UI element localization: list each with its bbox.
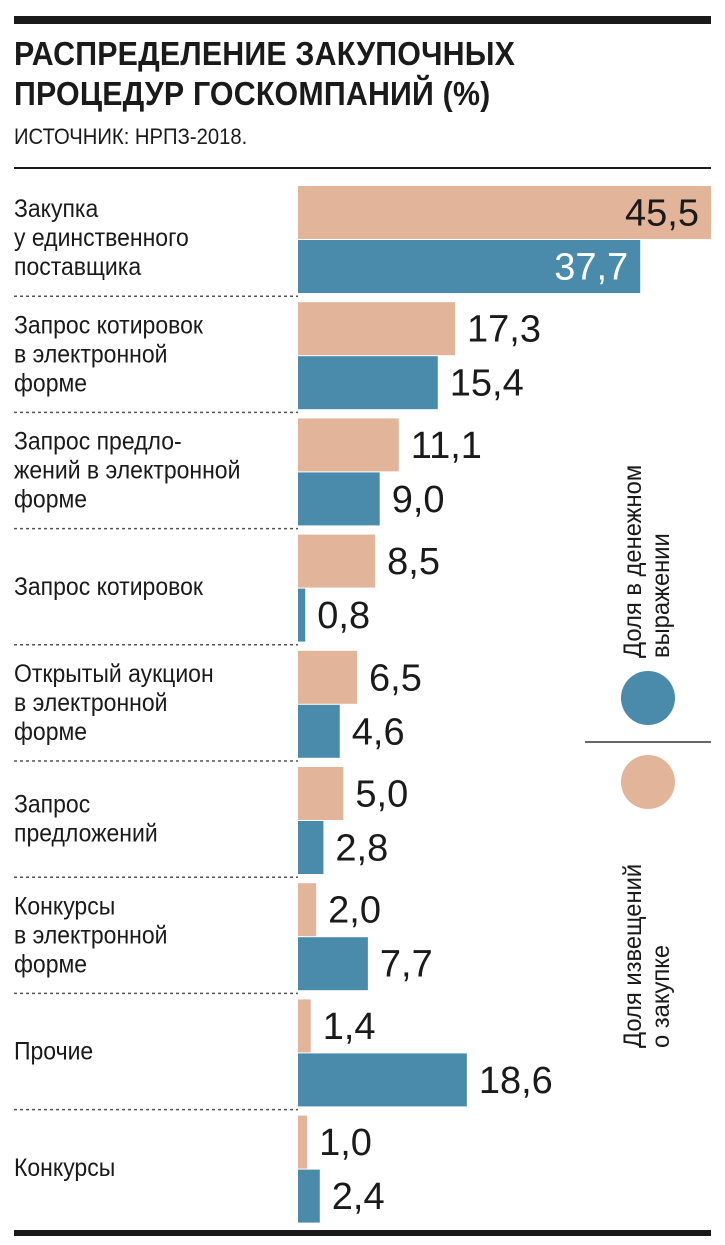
category-label: Конкурсы xyxy=(14,1154,115,1182)
value-label-money: 18,6 xyxy=(479,1060,553,1102)
category-label: Конкурсы в электронной форме xyxy=(14,893,167,979)
category-label: Открытый аукцион в электронной форме xyxy=(14,660,214,746)
category-label: Закупка у единственного поставщика xyxy=(14,195,189,281)
value-label-money: 15,4 xyxy=(450,363,524,405)
bar-notices xyxy=(298,418,399,472)
legend-swatch-notices xyxy=(621,755,675,809)
value-label-notices: 8,5 xyxy=(387,541,440,583)
category-label: Прочие xyxy=(14,1038,93,1066)
bottom-rule xyxy=(14,1230,711,1236)
bar-money xyxy=(298,472,380,526)
header-rule xyxy=(14,167,711,169)
category-label: Запрос котировок xyxy=(14,573,203,601)
value-label-money: 4,6 xyxy=(352,711,405,753)
legend-swatch-money xyxy=(621,671,675,725)
value-label-money: 2,8 xyxy=(335,828,388,870)
bar-money xyxy=(298,356,438,410)
bar-notices xyxy=(298,186,711,239)
legend-label-notices: Доля извещенийо закупке xyxy=(619,864,675,1048)
value-label-notices: 45,5 xyxy=(625,193,699,235)
bar-money xyxy=(298,588,306,642)
bar-money xyxy=(298,821,324,874)
value-label-notices: 5,0 xyxy=(355,774,408,816)
category-label: Запрос предло-жений в электронной форме xyxy=(14,428,240,514)
top-rule xyxy=(14,16,711,24)
value-label-money: 0,8 xyxy=(317,595,370,637)
bar-notices xyxy=(298,767,344,820)
category-label: Запрос котировок в электронной форме xyxy=(14,312,203,398)
chart-source: ИСТОЧНИК: НРПЗ-2018. xyxy=(14,124,248,149)
value-label-notices: 17,3 xyxy=(467,309,541,351)
bar-money xyxy=(298,240,641,293)
category-label: Запрос предложений xyxy=(14,791,158,848)
value-label-notices: 2,0 xyxy=(328,890,381,932)
bar-money xyxy=(298,937,368,991)
value-label-money: 9,0 xyxy=(392,479,445,521)
value-label-notices: 11,1 xyxy=(411,425,482,467)
bar-notices xyxy=(298,302,456,356)
value-label-notices: 6,5 xyxy=(369,657,422,699)
value-label-notices: 1,0 xyxy=(319,1122,372,1164)
value-label-money: 7,7 xyxy=(380,944,433,986)
legend-label-money: Доля в денежномвыражении xyxy=(619,465,675,658)
bar-notices xyxy=(298,999,311,1053)
bar-notices xyxy=(298,883,317,937)
bar-notices xyxy=(298,1115,308,1169)
value-label-money: 2,4 xyxy=(332,1176,385,1218)
bar-notices xyxy=(298,650,357,704)
value-label-notices: 1,4 xyxy=(323,1006,376,1048)
bar-money xyxy=(298,1053,467,1107)
bar-money xyxy=(298,1169,320,1223)
chart-title: РАСПРЕДЕЛЕНИЕ ЗАКУПОЧНЫХ ПРОЦЕДУР ГОСКОМ… xyxy=(14,35,516,112)
value-label-money: 37,7 xyxy=(554,247,628,289)
bar-notices xyxy=(298,534,376,588)
bar-money xyxy=(298,704,340,758)
